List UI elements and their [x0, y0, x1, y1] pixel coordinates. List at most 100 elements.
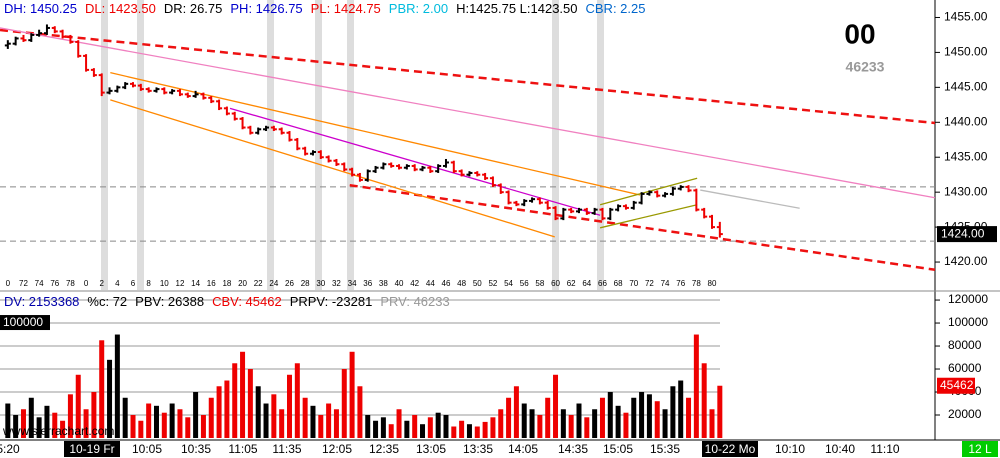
- volume-bar: [373, 420, 379, 438]
- time-label: 10:40: [825, 442, 855, 456]
- trendline: [700, 189, 800, 209]
- x-tick-label: 24: [269, 279, 278, 288]
- volume-bar: [388, 424, 394, 438]
- x-tick-label: 52: [488, 279, 497, 288]
- volume-bar: [153, 405, 159, 438]
- volume-bar: [146, 403, 152, 438]
- x-tick-label: 72: [645, 279, 654, 288]
- x-tick-label: 78: [692, 279, 701, 288]
- volume-bar: [286, 374, 292, 438]
- volume-bar: [568, 415, 574, 438]
- x-tick-label: 4: [115, 279, 120, 288]
- counter-sub: 46233: [846, 59, 885, 75]
- header-stat: PRV: 46233: [380, 294, 450, 309]
- volume-bar: [466, 424, 472, 438]
- volume-bar: [333, 409, 339, 438]
- volume-bar: [13, 415, 19, 438]
- volume-bar: [255, 386, 261, 438]
- header-stat: DL: 1423.50: [85, 1, 156, 16]
- trendline: [0, 27, 936, 199]
- x-tick-label: 46: [442, 279, 451, 288]
- volume-bar: [60, 420, 66, 438]
- time-band: [597, 0, 604, 290]
- x-tick-label: 6: [131, 279, 136, 288]
- header-stat: PH: 1426.75: [230, 1, 303, 16]
- trendline: [110, 99, 555, 238]
- date-box: [702, 441, 758, 457]
- volume-box: [937, 377, 975, 394]
- level-tag-label: 100000: [3, 315, 43, 329]
- x-tick-label: 10: [160, 279, 169, 288]
- volume-bar: [20, 409, 26, 438]
- header-stat: PBV: 26388: [135, 294, 205, 309]
- time-label: 12:05: [322, 442, 352, 456]
- time-label: 14:35: [558, 442, 588, 456]
- time-band: [315, 0, 322, 290]
- trendline: [349, 183, 936, 271]
- volume-bar: [122, 397, 128, 438]
- volume-bar: [341, 369, 347, 438]
- x-tick-label: 34: [348, 279, 357, 288]
- header-stat: CBV: 45462: [212, 294, 282, 309]
- trendline: [110, 72, 641, 196]
- y-tick-label: 1450.00: [944, 45, 988, 59]
- x-tick-label: 66: [598, 279, 607, 288]
- volume-bar: [584, 417, 590, 438]
- x-tick-label: 30: [316, 279, 325, 288]
- status-label: 12 L: [968, 442, 992, 456]
- volume-bar: [451, 426, 457, 438]
- x-tick-label: 62: [567, 279, 576, 288]
- volume-bar: [537, 415, 543, 438]
- volume-bar: [107, 359, 113, 438]
- volume-bar: [294, 363, 300, 438]
- header-stat: DH: 1450.25: [4, 1, 77, 16]
- x-tick-label: 2: [99, 279, 104, 288]
- volume-bar: [592, 409, 598, 438]
- volume-bar: [5, 403, 11, 438]
- x-tick-label: 58: [535, 279, 544, 288]
- time-label: 11:05: [228, 442, 257, 456]
- x-tick-label: 74: [661, 279, 670, 288]
- volume-bar: [670, 386, 676, 438]
- volume-bar: [169, 403, 175, 438]
- volume-bar: [396, 409, 402, 438]
- volume-bar: [279, 409, 285, 438]
- volume-bar: [560, 409, 566, 438]
- volume-bar: [599, 397, 605, 438]
- volume-bar: [678, 380, 684, 438]
- volume-bar: [443, 415, 449, 438]
- volume-bar: [717, 385, 723, 438]
- x-tick-label: 44: [426, 279, 435, 288]
- time-label: 12:35: [369, 442, 399, 456]
- x-tick-label: 16: [207, 279, 216, 288]
- x-tick-label: 18: [222, 279, 231, 288]
- volume-bar: [639, 392, 645, 438]
- volume-bar: [28, 397, 34, 438]
- volume-bar: [216, 386, 222, 438]
- volume-bar: [490, 417, 496, 438]
- x-tick-label: 20: [238, 279, 247, 288]
- volume-bar: [44, 405, 50, 438]
- volume-bar: [427, 417, 433, 438]
- volume-bar: [161, 412, 167, 438]
- volume-bar: [545, 397, 551, 438]
- time-band: [347, 0, 354, 290]
- volume-bar: [302, 397, 308, 438]
- volume-bar: [114, 334, 120, 438]
- volume-header: DV: 2153368 %c: 72 PBV: 26388 CBV: 45462 PRP…: [4, 294, 458, 309]
- volume-bar: [709, 409, 715, 438]
- level-tag: [0, 315, 50, 331]
- volume-box-label: 45462: [940, 378, 974, 392]
- y-tick-label: 80000: [948, 338, 982, 352]
- price-header: DH: 1450.25 DL: 1423.50 DR: 26.75 PH: 1426.…: [4, 1, 653, 16]
- volume-bar: [506, 397, 512, 438]
- y-tick-label: 60000: [948, 361, 982, 375]
- time-label: 14:05: [508, 442, 538, 456]
- header-stat: CBR: 2.25: [585, 1, 646, 16]
- volume-bar: [208, 397, 214, 438]
- x-tick-label: 28: [301, 279, 310, 288]
- y-tick-label: 1455.00: [944, 10, 988, 24]
- x-tick-label: 40: [395, 279, 404, 288]
- y-tick-label: 1420.00: [944, 254, 988, 268]
